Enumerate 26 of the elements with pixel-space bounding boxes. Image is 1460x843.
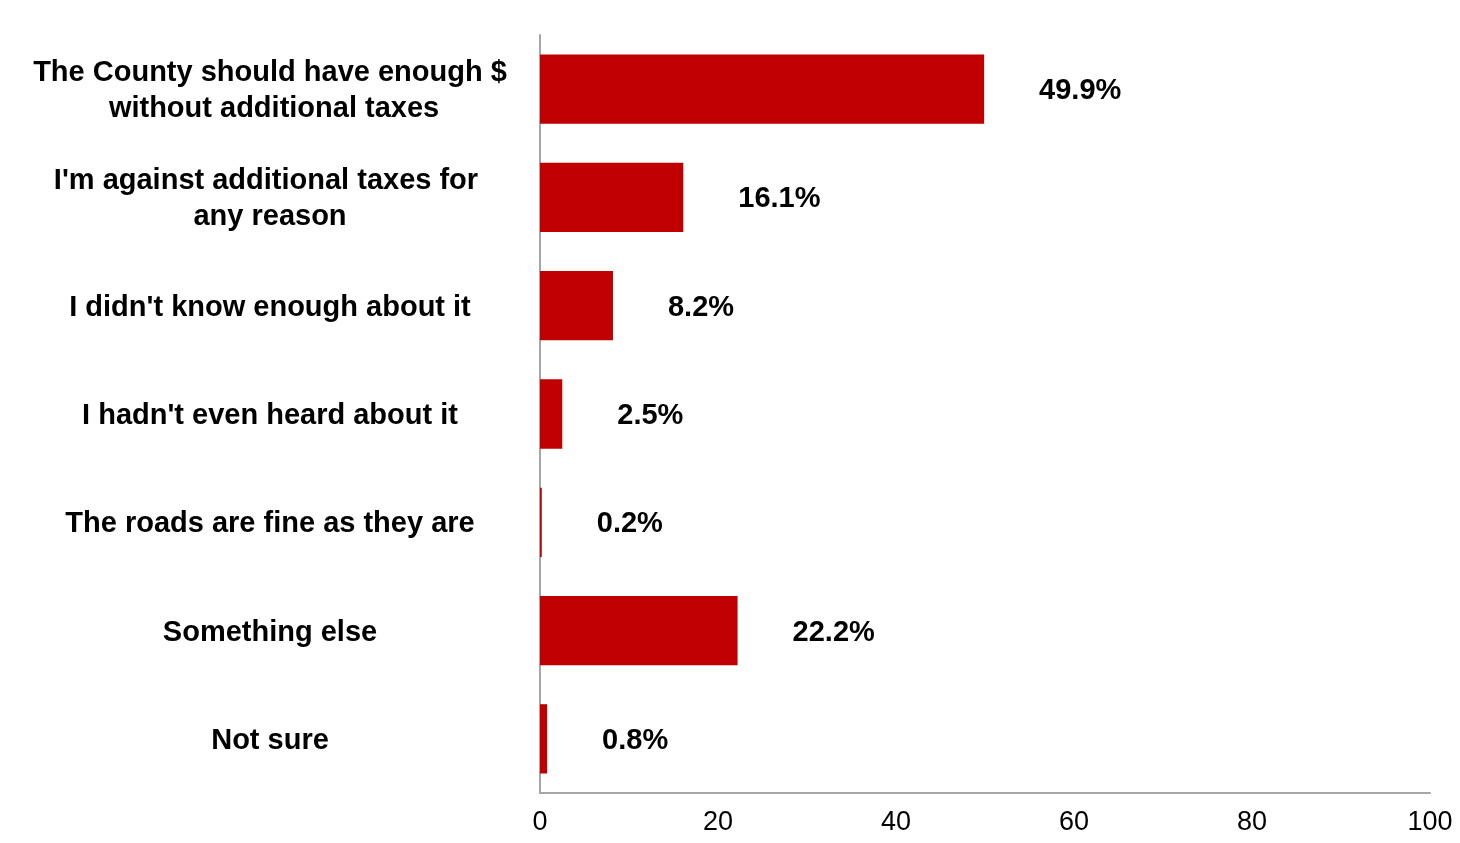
data-label: 2.5% bbox=[617, 398, 684, 430]
x-tick-label: 0 bbox=[532, 805, 548, 836]
bar bbox=[540, 704, 548, 774]
x-tick-label: 80 bbox=[1236, 805, 1268, 836]
bar bbox=[540, 54, 985, 124]
data-label: 0.8% bbox=[602, 722, 669, 755]
data-label: 22.2% bbox=[792, 614, 876, 647]
y-tick-label: The County should have enough $ without additional taxes bbox=[33, 55, 507, 124]
data-label: 16.1% bbox=[738, 181, 821, 214]
bar bbox=[540, 379, 563, 449]
bar bbox=[540, 595, 738, 666]
x-tick-label: 60 bbox=[1058, 805, 1090, 836]
x-tick-label: 40 bbox=[880, 805, 912, 836]
y-tick-label: Not sure bbox=[211, 722, 329, 755]
y-tick-label: I didn't know enough about it bbox=[69, 289, 472, 322]
data-label: 49.9% bbox=[1039, 73, 1122, 106]
bar bbox=[540, 271, 613, 341]
y-tick-label: Something else bbox=[162, 614, 378, 647]
x-tick-label: 20 bbox=[702, 805, 734, 836]
data-label: 8.2% bbox=[667, 289, 735, 322]
y-tick-label: I hadn't even heard about it bbox=[82, 398, 459, 430]
data-label: 0.2% bbox=[596, 506, 664, 539]
y-tick-label: I'm against additional taxes for any reason bbox=[53, 163, 487, 232]
x-tick-label: 100 bbox=[1407, 805, 1453, 836]
bar bbox=[540, 162, 684, 233]
y-tick-label: The roads are fine as they are bbox=[65, 506, 475, 539]
